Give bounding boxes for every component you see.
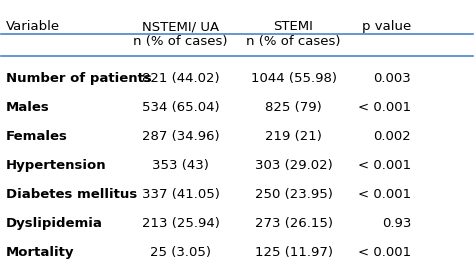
Text: 219 (21): 219 (21) [265, 130, 322, 143]
Text: < 0.001: < 0.001 [358, 101, 411, 114]
Text: 0.003: 0.003 [374, 72, 411, 85]
Text: Females: Females [6, 130, 68, 143]
Text: Males: Males [6, 101, 50, 114]
Text: 287 (34.96): 287 (34.96) [142, 130, 219, 143]
Text: 213 (25.94): 213 (25.94) [142, 217, 219, 230]
Text: STEMI
n (% of cases): STEMI n (% of cases) [246, 20, 341, 48]
Text: < 0.001: < 0.001 [358, 159, 411, 172]
Text: p value: p value [362, 20, 411, 33]
Text: Dyslipidemia: Dyslipidemia [6, 217, 103, 230]
Text: 0.002: 0.002 [374, 130, 411, 143]
Text: 821 (44.02): 821 (44.02) [142, 72, 219, 85]
Text: Number of patients: Number of patients [6, 72, 152, 85]
Text: Hypertension: Hypertension [6, 159, 107, 172]
Text: 0.93: 0.93 [382, 217, 411, 230]
Text: 273 (26.15): 273 (26.15) [255, 217, 333, 230]
Text: NSTEMI/ UA
n (% of cases): NSTEMI/ UA n (% of cases) [133, 20, 228, 48]
Text: Diabetes mellitus: Diabetes mellitus [6, 188, 137, 201]
Text: 337 (41.05): 337 (41.05) [142, 188, 219, 201]
Text: 125 (11.97): 125 (11.97) [255, 246, 333, 259]
Text: 534 (65.04): 534 (65.04) [142, 101, 219, 114]
Text: 825 (79): 825 (79) [265, 101, 322, 114]
Text: 353 (43): 353 (43) [152, 159, 209, 172]
Text: 25 (3.05): 25 (3.05) [150, 246, 211, 259]
Text: < 0.001: < 0.001 [358, 188, 411, 201]
Text: 303 (29.02): 303 (29.02) [255, 159, 332, 172]
Text: < 0.001: < 0.001 [358, 246, 411, 259]
Text: Mortality: Mortality [6, 246, 74, 259]
Text: 250 (23.95): 250 (23.95) [255, 188, 332, 201]
Text: 1044 (55.98): 1044 (55.98) [251, 72, 337, 85]
Text: Variable: Variable [6, 20, 60, 33]
